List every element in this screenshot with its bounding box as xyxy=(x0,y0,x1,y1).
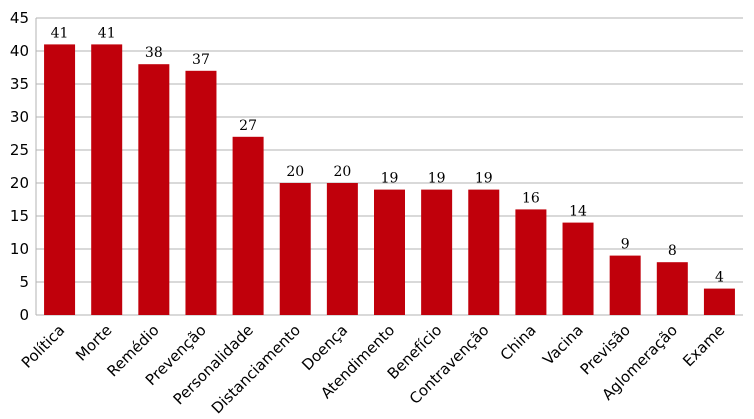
category-label: Política xyxy=(18,321,69,372)
y-tick-label: 25 xyxy=(10,141,29,159)
category-label: Morte xyxy=(72,321,115,364)
y-tick-label: 0 xyxy=(19,306,29,324)
data-label: 38 xyxy=(145,45,163,61)
y-tick-label: 35 xyxy=(10,75,29,93)
bar xyxy=(232,136,264,315)
bar xyxy=(421,189,453,315)
bar xyxy=(138,64,170,315)
bar xyxy=(703,288,735,315)
data-label: 9 xyxy=(621,237,630,253)
data-label: 19 xyxy=(475,171,493,187)
bar xyxy=(374,189,405,315)
y-axis-ticks: 0 5 10 15 20 25 30 35 40 45 xyxy=(10,9,29,324)
bar xyxy=(326,183,358,315)
bar xyxy=(515,209,547,315)
y-tick-label: 10 xyxy=(10,240,29,258)
data-label: 20 xyxy=(286,164,304,180)
bar xyxy=(44,44,76,316)
data-label: 20 xyxy=(333,164,351,180)
data-label: 41 xyxy=(98,25,116,41)
data-label: 19 xyxy=(381,171,399,187)
data-label: 14 xyxy=(569,204,587,220)
y-tick-label: 30 xyxy=(10,108,29,126)
bars xyxy=(44,44,735,316)
category-label: Exame xyxy=(679,321,728,370)
y-tick-label: 40 xyxy=(10,42,29,60)
data-label: 41 xyxy=(51,25,69,41)
data-label: 37 xyxy=(192,52,210,68)
bar xyxy=(562,222,594,315)
bar xyxy=(91,44,123,316)
bar xyxy=(656,262,688,315)
bar xyxy=(609,255,641,315)
data-label: 4 xyxy=(715,270,724,286)
bar xyxy=(279,183,311,315)
category-label: China xyxy=(497,321,540,364)
category-label: Distanciamento xyxy=(208,321,304,417)
bar xyxy=(185,70,217,315)
x-axis-labels: Política MorteRemédioPrevençãoPersonalida… xyxy=(18,321,728,417)
data-label: 19 xyxy=(428,171,446,187)
y-tick-label: 5 xyxy=(19,273,29,291)
data-label: 16 xyxy=(522,190,540,206)
bar xyxy=(468,189,500,315)
data-label: 27 xyxy=(239,118,257,134)
y-tick-label: 20 xyxy=(10,174,29,192)
y-tick-label: 15 xyxy=(10,207,29,225)
data-labels: 41 41 38 37 27 20 20 19 19 19 16 14 9 8 4 xyxy=(51,25,724,285)
data-label: 8 xyxy=(668,243,677,259)
y-tick-label: 45 xyxy=(10,9,29,27)
